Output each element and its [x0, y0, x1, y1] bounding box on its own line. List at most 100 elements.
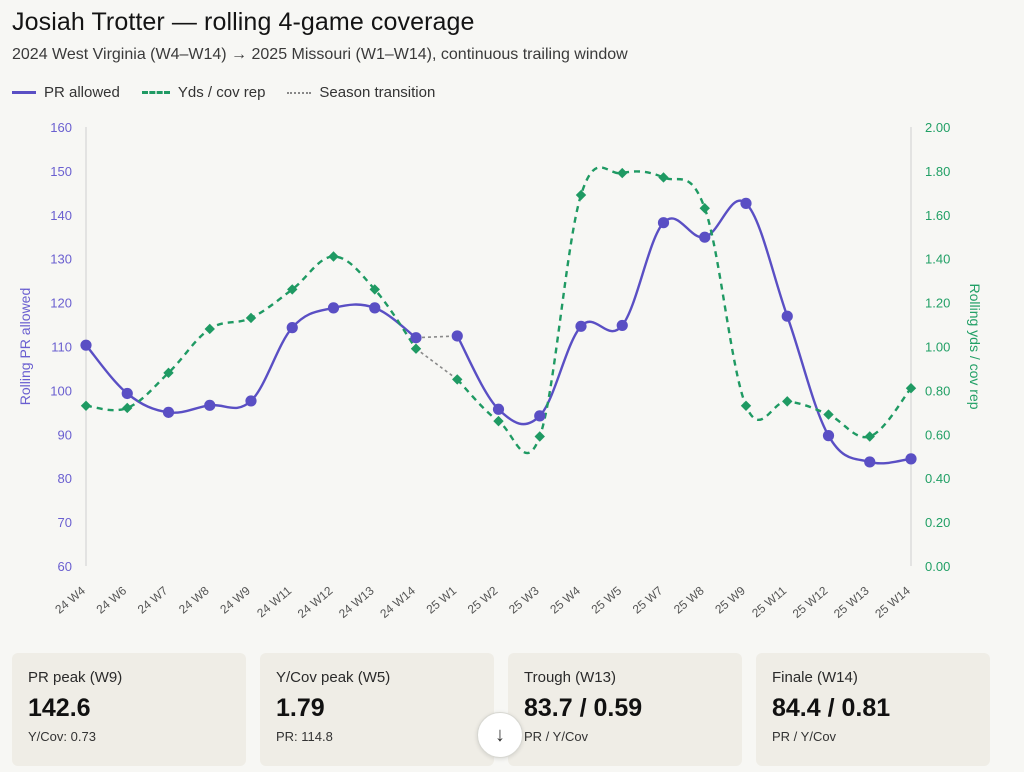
y-right-axis-title: Rolling yds / cov rep	[967, 283, 983, 409]
y-left-axis-title: Rolling PR allowed	[17, 288, 33, 406]
x-tick-label: 25 W8	[671, 583, 707, 616]
card-label: Y/Cov peak (W5)	[276, 669, 391, 686]
card-value: 142.6	[28, 694, 91, 722]
legend-label-yds: Yds / cov rep	[177, 84, 266, 101]
card-sub: PR / Y/Cov	[772, 729, 837, 744]
yds-point	[864, 431, 875, 442]
yds-point	[410, 343, 422, 354]
x-tick-label: 24 W9	[217, 583, 253, 616]
x-tick-label: 24 W12	[295, 583, 336, 621]
pr-point	[905, 453, 917, 465]
yds-point	[122, 402, 133, 414]
legend-label-pr: PR allowed	[44, 84, 120, 101]
pr-point	[575, 320, 587, 332]
yds-point	[493, 415, 504, 427]
yds-point	[782, 396, 793, 407]
chart-title: Josiah Trotter — rolling 4-game coverage	[12, 8, 475, 36]
y-left-tick-label: 160	[50, 120, 72, 135]
x-tick-label: 25 W4	[547, 583, 583, 616]
yds-point	[245, 312, 257, 324]
legend-item-pr: PR allowed	[12, 84, 120, 101]
yds-point	[369, 284, 380, 295]
chart-legend: PR allowed Yds / cov rep Season transiti…	[12, 84, 457, 101]
pr-point	[781, 310, 793, 322]
card-label: PR peak (W9)	[28, 669, 123, 686]
y-right-tick-label: 1.80	[925, 164, 950, 179]
card-value: 84.4 / 0.81	[772, 694, 891, 722]
x-tick-label: 25 W12	[790, 583, 831, 621]
pr-point	[162, 406, 175, 418]
card-trough: Trough (W13) 83.7 / 0.59 PR / Y/Cov	[508, 653, 742, 766]
card-finale: Finale (W14) 84.4 / 0.81 PR / Y/Cov	[756, 653, 990, 766]
yds-point	[905, 383, 917, 394]
pr-point	[410, 332, 422, 344]
y-left-tick-label: 140	[50, 208, 72, 223]
scroll-down-button[interactable]: ↓	[477, 712, 523, 758]
pr-point	[451, 330, 463, 342]
x-tick-label: 24 W7	[135, 583, 171, 616]
summary-cards: PR peak (W9) 142.6 Y/Cov: 0.73 Y/Cov pea…	[12, 653, 990, 766]
pr-point	[245, 395, 257, 407]
y-right-tick-label: 2.00	[925, 120, 950, 135]
y-right-tick-label: 1.40	[925, 252, 950, 267]
x-tick-label: 24 W4	[52, 583, 88, 616]
pr-point	[864, 456, 876, 468]
pr-point	[369, 302, 381, 314]
y-left-tick-label: 90	[58, 427, 72, 442]
pr-point	[286, 322, 298, 334]
y-left-tick-label: 70	[58, 515, 72, 530]
pr-point	[657, 217, 670, 229]
yds-point	[80, 400, 92, 411]
x-tick-label: 25 W1	[424, 583, 460, 616]
pr-point	[534, 410, 546, 422]
yds-point	[658, 172, 669, 183]
yds-point	[287, 284, 298, 295]
yds-line-2025	[456, 166, 912, 455]
pr-point	[740, 197, 752, 209]
pr-point	[204, 399, 216, 411]
x-tick-label: 24 W11	[254, 583, 294, 620]
card-value: 1.79	[276, 694, 325, 722]
card-sub: PR / Y/Cov	[524, 729, 589, 744]
pr-point	[699, 231, 711, 243]
pr-point	[822, 430, 835, 442]
arrow-down-icon: ↓	[495, 723, 505, 746]
card-pr-peak: PR peak (W9) 142.6 Y/Cov: 0.73	[12, 653, 246, 766]
y-left-tick-label: 120	[50, 296, 72, 311]
chart-subtitle: 2024 West Virginia (W4–W14) → 2025 Misso…	[12, 46, 628, 63]
x-tick-label: 24 W14	[377, 583, 418, 621]
x-tick-label: 25 W11	[749, 583, 789, 620]
legend-swatch-yds	[141, 91, 170, 94]
x-tick-label: 25 W14	[872, 583, 913, 621]
pr-point	[616, 319, 628, 332]
y-right-tick-label: 0.60	[925, 427, 950, 442]
y-right-tick-label: 0.40	[925, 471, 950, 486]
y-left-tick-label: 80	[58, 471, 72, 486]
season-transition-yds	[415, 348, 458, 381]
card-ycov-peak: Y/Cov peak (W5) 1.79 PR: 114.8	[260, 653, 494, 766]
y-right-tick-label: 0.00	[925, 559, 950, 574]
yds-point	[204, 323, 215, 335]
y-right-tick-label: 1.20	[925, 296, 950, 311]
yds-point	[328, 251, 339, 262]
x-tick-label: 24 W6	[94, 583, 130, 616]
y-right-tick-label: 0.20	[925, 515, 950, 530]
yds-point	[452, 374, 463, 385]
card-sub: PR: 114.8	[276, 729, 333, 744]
legend-swatch-season	[287, 91, 312, 94]
card-sub: Y/Cov: 0.73	[28, 729, 96, 744]
card-label: Finale (W14)	[772, 669, 858, 686]
line-chart: 60 70 80 90 100 110 120 130 140 150 160 0.00 0.20 0.4…	[17, 120, 983, 621]
y-left-tick-label: 130	[50, 252, 72, 267]
yds-point	[740, 400, 752, 411]
yds-point	[163, 367, 174, 379]
yds-point	[617, 167, 628, 179]
legend-swatch-pr	[12, 91, 36, 94]
y-right-tick-label: 1.00	[925, 340, 950, 355]
pr-point	[492, 403, 505, 415]
yds-point	[534, 431, 545, 442]
x-tick-label: 25 W3	[506, 583, 542, 616]
season-transition-pr	[415, 335, 458, 339]
y-right-tick-label: 0.80	[925, 383, 950, 398]
yds-point	[823, 409, 834, 420]
